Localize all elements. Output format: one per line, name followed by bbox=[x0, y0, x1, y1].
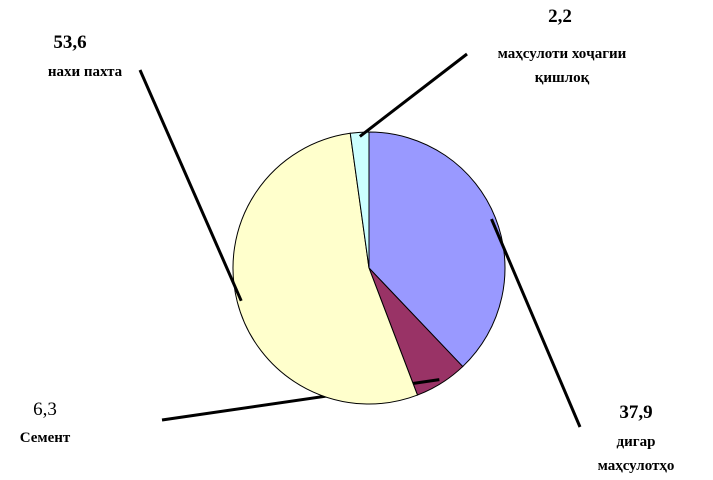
category-label: Семент bbox=[20, 430, 71, 446]
leader-line bbox=[490, 218, 582, 428]
pie-slice bbox=[349, 131, 370, 269]
category-label: дигар маҳсулотҳо bbox=[598, 434, 675, 474]
value-label: 53,6 bbox=[53, 32, 86, 53]
value-label: 6,3 bbox=[33, 399, 57, 420]
value-label: 2,2 bbox=[548, 6, 572, 27]
pie-slice bbox=[232, 132, 419, 405]
category-label: нахи пахта bbox=[48, 64, 123, 80]
leader-line bbox=[138, 69, 243, 302]
leader-line bbox=[358, 52, 468, 138]
pie-slice bbox=[368, 131, 506, 368]
value-label: 37,9 bbox=[619, 402, 652, 423]
category-label: маҳсулоти хоҷагии қишлоқ bbox=[498, 46, 627, 86]
